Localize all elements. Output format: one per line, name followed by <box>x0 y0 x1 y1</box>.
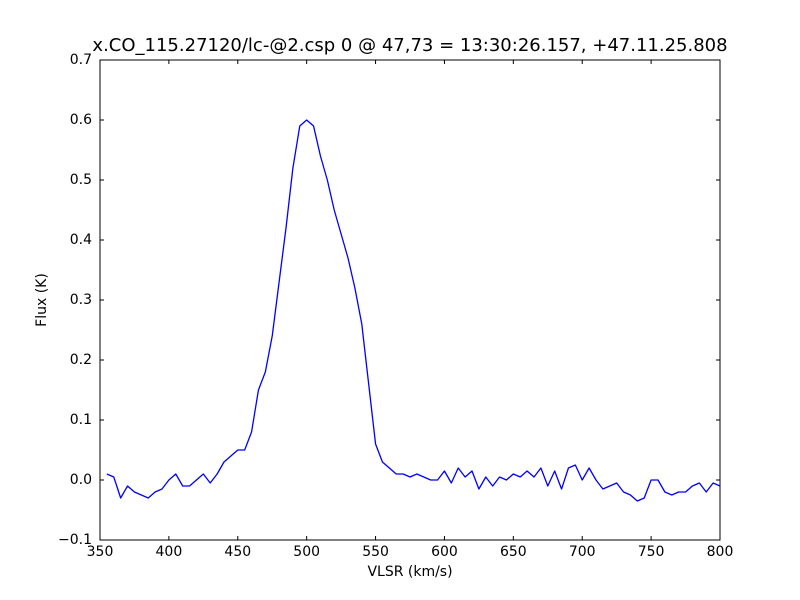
chart-title: x.CO_115.27120/lc-@2.csp 0 @ 47,73 = 13:… <box>92 35 727 56</box>
x-tick-label: 450 <box>224 544 251 560</box>
y-tick-label: −0.1 <box>58 532 92 548</box>
x-tick-label: 800 <box>707 544 734 560</box>
y-tick-label: 0.1 <box>70 412 92 428</box>
x-tick-label: 550 <box>362 544 389 560</box>
line-series <box>106 119 721 502</box>
y-tick-label: 0.3 <box>70 292 92 308</box>
x-tick-label: 400 <box>156 544 183 560</box>
x-axis-label: VLSR (km/s) <box>367 564 452 580</box>
y-axis-label: Flux (K) <box>34 273 50 327</box>
y-tick-label: 0.2 <box>70 352 92 368</box>
y-tick-label: 0.5 <box>70 172 92 188</box>
plot-frame <box>99 59 721 541</box>
y-tick-label: 0.4 <box>70 232 92 248</box>
y-tick-label: 0.7 <box>70 52 92 68</box>
y-tick-label: 0.6 <box>70 112 92 128</box>
x-tick-label: 650 <box>500 544 527 560</box>
y-tick-label: 0.0 <box>70 472 92 488</box>
x-tick-label: 350 <box>87 544 114 560</box>
x-tick-label: 600 <box>431 544 458 560</box>
x-tick-label: 500 <box>293 544 320 560</box>
x-tick-label: 700 <box>569 544 596 560</box>
x-tick-label: 750 <box>638 544 665 560</box>
